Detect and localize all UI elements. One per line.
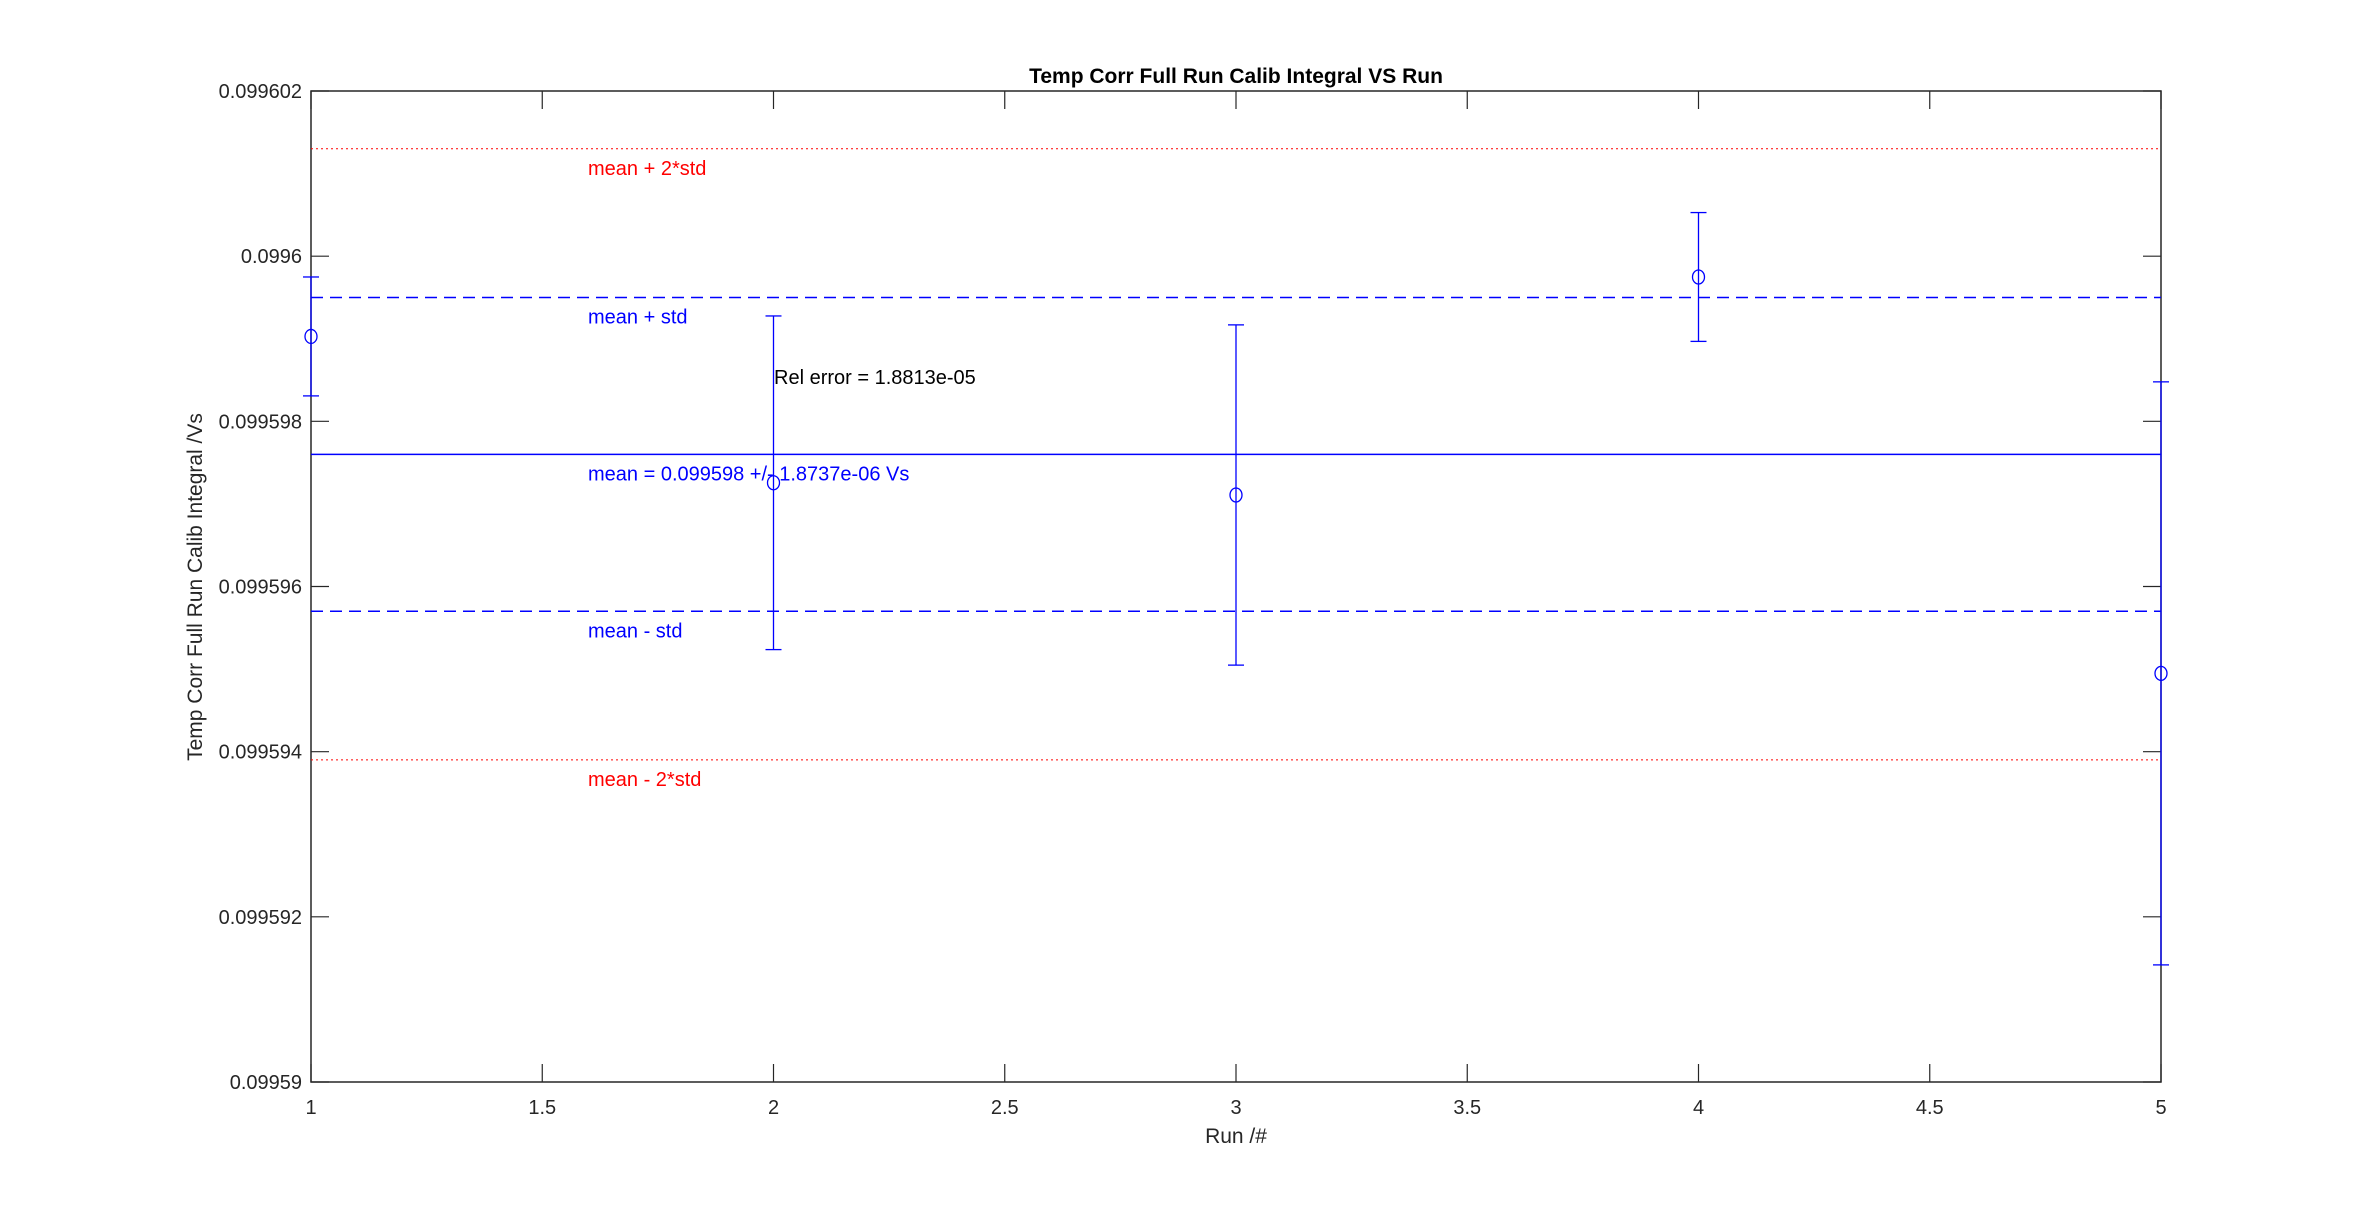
- chart-title: Temp Corr Full Run Calib Integral VS Run: [1029, 65, 1443, 88]
- y-tick-label: 0.099594: [219, 742, 302, 764]
- data-point: [1691, 269, 1706, 285]
- x-axis-label: Run /#: [1205, 1125, 1267, 1148]
- reference-line-label: mean - std: [588, 620, 682, 642]
- x-tick-label: 1: [305, 1097, 316, 1119]
- x-tick-label: 5: [2155, 1097, 2166, 1119]
- x-tick-label: 4.5: [1916, 1097, 1944, 1119]
- x-tick-label: 2.5: [991, 1097, 1019, 1119]
- y-tick-label: 0.09959: [230, 1072, 302, 1094]
- data-point: [766, 475, 781, 491]
- x-tick-label: 3.5: [1453, 1097, 1481, 1119]
- data-point: [1229, 487, 1243, 503]
- x-tick-label: 1.5: [528, 1097, 556, 1119]
- y-axis-label: Temp Corr Full Run Calib Integral /Vs: [184, 413, 207, 761]
- data-point: [2154, 665, 2168, 682]
- y-tick-label: 0.0996: [241, 246, 302, 268]
- reference-line-label: mean + 2*std: [588, 158, 706, 180]
- x-tick-label: 3: [1230, 1097, 1241, 1119]
- y-tick-label: 0.099598: [219, 411, 302, 433]
- rel-error-annotation: Rel error = 1.8813e-05: [774, 367, 976, 389]
- reference-line-label: mean = 0.099598 +/- 1.8737e-06 Vs: [588, 463, 909, 485]
- reference-line-label: mean + std: [588, 306, 688, 328]
- y-tick-label: 0.099602: [219, 81, 302, 103]
- y-tick-label: 0.099596: [219, 577, 302, 599]
- reference-line-label: mean - 2*std: [588, 769, 701, 791]
- x-tick-label: 2: [768, 1097, 779, 1119]
- x-tick-label: 4: [1693, 1097, 1704, 1119]
- y-tick-label: 0.099592: [219, 907, 302, 929]
- data-point: [304, 328, 318, 345]
